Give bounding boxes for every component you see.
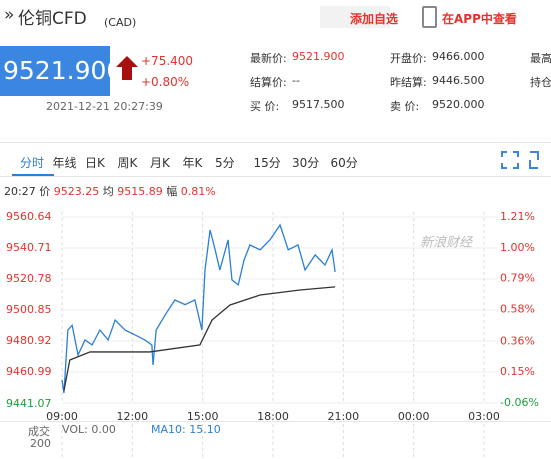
y-tick-label: 9480.92 [6,334,52,347]
field-value: 9520.000 [432,98,485,111]
info-price: 9523.25 [53,185,100,198]
title: 伦铜CFD [18,9,87,29]
info-label: 价 [39,185,51,198]
y-tick-label: 9540.71 [6,241,52,254]
y2-tick-label: 1.21% [500,210,535,223]
x-tick-label: 00:00 [398,410,430,423]
price-bg [0,46,110,96]
x-tick-label: 18:00 [257,410,289,423]
add-watch[interactable]: 添加自选 [350,12,399,26]
tab[interactable]: 年K [182,156,203,170]
tab[interactable]: 年线 [52,156,77,170]
field-label: 持仓 [530,76,551,89]
tab[interactable]: 60分 [330,156,358,170]
vol: VOL: 0.00 [62,423,116,436]
tab[interactable]: 周K [117,156,138,170]
info-line: 20:27 价 9523.25 均 9515.89 幅 0.81% [4,183,216,199]
sep [0,421,551,422]
sep [0,176,551,177]
watermark: 新浪财经 [420,235,474,251]
tab[interactable]: 日K [85,156,105,170]
vol-label: 成交 [28,425,50,438]
field-value: -- [292,74,300,87]
field-value: 9446.500 [432,74,485,87]
field-value: 9517.500 [292,98,345,111]
field-label: 昨结算: [390,76,427,89]
change: +75.400 [141,54,194,68]
y-tick-label: 9500.85 [6,303,52,316]
open-app[interactable]: 在APP中查看 [442,12,517,26]
tab[interactable]: 30分 [292,156,320,170]
y-tick-label: 9460.99 [6,365,52,378]
y2-tick-label: 0.15% [500,365,535,378]
price-line [61,223,336,394]
tab-underline [12,174,54,176]
change-pct: +0.80% [141,75,190,89]
y-tick-label: 9441.07 [6,397,52,410]
y-tick-label: 9560.64 [6,210,52,223]
field-label: 结算价: [250,76,287,89]
field-label: 最新价: [250,52,287,65]
y2-tick-label: 0.79% [500,272,535,285]
tool-icons [501,151,539,169]
y-tick-label: 9520.78 [6,272,52,285]
field-label: 卖 价: [390,100,420,113]
field-value: 9466.000 [432,50,485,63]
info-label: 均 [102,185,114,198]
avg-line [63,286,336,391]
time: 2021-12-21 20:27:39 [46,100,163,113]
field-label: 开盘价: [390,52,427,65]
x-tick-label: 09:00 [46,410,78,423]
tab[interactable]: 15分 [253,156,281,170]
y2-tick-label: -0.06% [500,396,539,409]
x-tick-label: 12:00 [116,410,148,423]
field-value: 9521.900 [292,50,345,63]
tab[interactable]: 月K [150,156,170,170]
field-label: 买 价: [250,100,280,113]
sep [0,142,551,143]
y2-tick-label: 0.36% [500,334,535,347]
y2-tick-label: 0.58% [500,302,535,315]
y2-tick-label: 1.00% [500,241,535,254]
watch-bg [320,6,390,28]
unit: (CAD) [104,16,137,29]
tab[interactable]: 5分 [215,156,235,170]
ma: MA10: 15.10 [151,423,221,436]
info-time: 20:27 [4,185,36,198]
title-prefix: » [4,5,15,25]
x-tick-label: 15:00 [187,410,219,423]
up-arrow [116,56,138,80]
tab[interactable]: 分时 [20,156,45,170]
price: 9521.900 [3,56,123,85]
vol-tick: 200 [30,437,51,450]
phone-icon [422,6,437,28]
info-range: 0.81% [180,185,216,198]
x-tick-label: 03:00 [468,410,500,423]
info-avg: 9515.89 [117,185,163,198]
field-label: 最高 [530,52,551,65]
info-label: 幅 [166,185,178,198]
x-tick-label: 21:00 [327,410,359,423]
